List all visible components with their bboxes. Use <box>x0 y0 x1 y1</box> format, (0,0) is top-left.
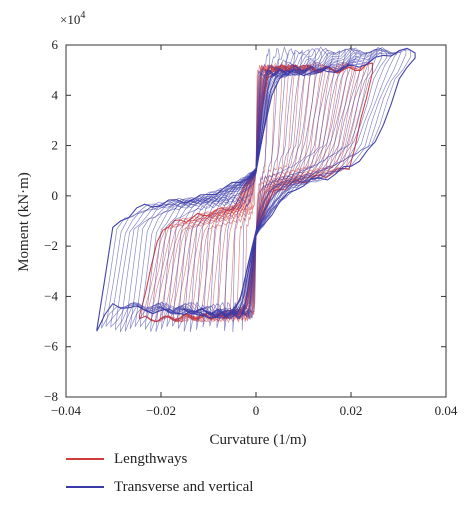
y-tick-label: 0 <box>52 188 59 203</box>
y-tick-label: 4 <box>52 87 59 102</box>
loop-transverse-14 <box>155 48 357 332</box>
loop-transverse-1 <box>241 48 271 331</box>
loop-transverse-26 <box>96 47 416 332</box>
loop-transverse-11 <box>172 49 340 327</box>
loop-transverse-16 <box>145 47 367 331</box>
y-tick-label: −6 <box>44 339 58 354</box>
x-axis-label: Curvature (1/m) <box>209 432 306 448</box>
y-tick-label: 2 <box>52 138 59 153</box>
loop-lengthways-20 <box>147 63 365 322</box>
loop-lengthways-12 <box>181 64 331 323</box>
legend-label-lengthways: Lengthways <box>114 450 188 467</box>
loop-lengthways-13 <box>177 64 335 323</box>
loop-lengthways-10 <box>191 63 321 323</box>
legend-item-lengthways: Lengthways <box>66 445 253 473</box>
legend-swatch-lengthways <box>66 458 104 460</box>
y-multiplier-exponent: 4 <box>80 10 85 21</box>
loop-lengthways-14 <box>172 62 340 322</box>
loop-transverse-21 <box>120 47 392 333</box>
legend-swatch-transverse <box>66 486 104 488</box>
y-tick-label: 6 <box>52 37 59 52</box>
y-tick-label: −4 <box>44 288 58 303</box>
x-tick-label: 0 <box>253 403 260 418</box>
loop-lengthways-15 <box>168 61 344 323</box>
axes: −0.04 −0.02 0 0.02 0.04 −8 −6 −4 −2 0 2 4 6 <box>44 37 458 418</box>
legend: Lengthways Transverse and vertical <box>66 445 253 501</box>
x-tick-label: 0.04 <box>435 403 458 418</box>
loop-transverse-25 <box>101 49 411 329</box>
y-multiplier-label: ×104 <box>60 10 85 27</box>
plot-area <box>96 45 416 333</box>
loop-transverse-12 <box>166 48 346 327</box>
loop-lengthways-9 <box>196 60 316 323</box>
x-tick-label: −0.04 <box>51 403 82 418</box>
legend-item-transverse: Transverse and vertical <box>66 473 253 501</box>
loop-transverse-17 <box>139 49 373 328</box>
loop-lengthways-16 <box>163 63 349 323</box>
loop-transverse-22 <box>115 47 397 331</box>
x-tick-label: 0.02 <box>340 403 363 418</box>
loop-lengthways-19 <box>151 64 361 323</box>
loop-transverse-2 <box>232 47 280 333</box>
legend-label-transverse: Transverse and vertical <box>114 478 254 495</box>
x-tick-label: −0.02 <box>146 403 176 418</box>
y-axis-label: Moment (kN·m) <box>16 172 32 272</box>
loop-transverse-9 <box>183 46 329 332</box>
loop-transverse-10 <box>177 47 335 329</box>
y-tick-label: −8 <box>44 389 58 404</box>
y-tick-label: −2 <box>44 238 58 253</box>
loop-lengthways-17 <box>159 63 353 323</box>
loop-transverse-18 <box>134 49 378 328</box>
